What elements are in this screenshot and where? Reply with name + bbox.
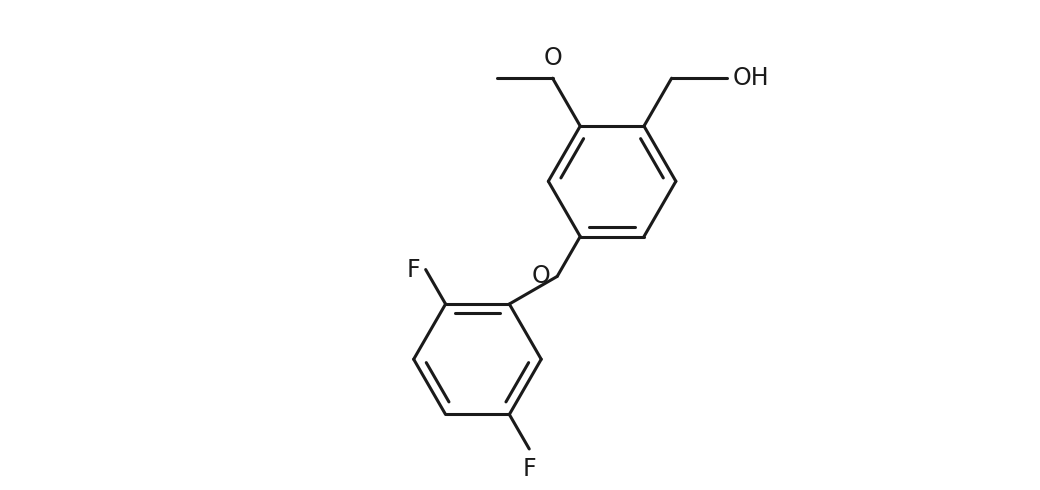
Text: F: F [407, 258, 420, 282]
Text: O: O [531, 265, 550, 289]
Text: O: O [543, 46, 562, 70]
Text: F: F [522, 458, 536, 482]
Text: OH: OH [732, 66, 770, 90]
